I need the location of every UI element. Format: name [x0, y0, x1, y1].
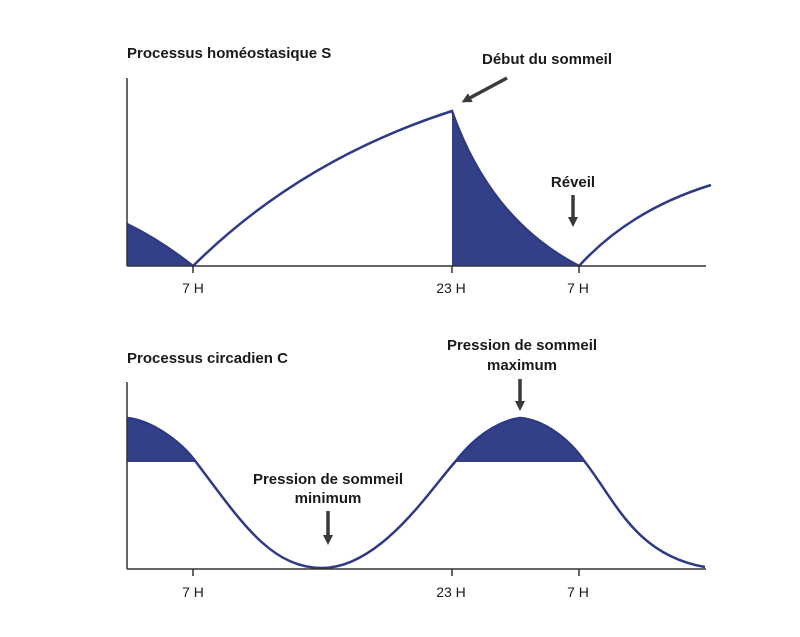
- tick-label-23h: 23 H: [436, 584, 466, 600]
- sleep-onset-label: Début du sommeil: [482, 51, 612, 68]
- tick-label-7h: 7 H: [182, 280, 204, 296]
- circadian-fill-peak: [455, 418, 585, 462]
- wake-label: Réveil: [551, 174, 595, 191]
- tick-label-7h: 7 H: [567, 280, 589, 296]
- min-pressure-label-line2: minimum: [295, 490, 362, 507]
- homeostatic-title: Processus homéostasique S: [127, 45, 331, 62]
- sleep-onset-arrow: [461, 76, 508, 103]
- homeostatic-curve: [126, 109, 712, 268]
- min-pressure-label-line1: Pression de sommeil: [253, 471, 403, 488]
- tick-label-23h: 23 H: [436, 280, 466, 296]
- circadian-title: Processus circadien C: [127, 350, 288, 367]
- circadian-curve: [126, 416, 706, 570]
- circadian-panel: Processus circadien C 7 H 23 H 7 H Press…: [126, 337, 706, 600]
- tick-label-7h: 7 H: [567, 584, 589, 600]
- tick-label-7h: 7 H: [182, 584, 204, 600]
- homeostatic-panel: Processus homéostasique S 7 H 23 H 7 H D…: [126, 45, 712, 296]
- sleep-pressure-fill-left: [127, 224, 193, 266]
- max-pressure-label-line1: Pression de sommeil: [447, 337, 597, 354]
- sleep-pressure-fill-night: [452, 111, 579, 266]
- circadian-fill-left: [127, 418, 196, 462]
- max-pressure-label-line2: maximum: [487, 357, 557, 374]
